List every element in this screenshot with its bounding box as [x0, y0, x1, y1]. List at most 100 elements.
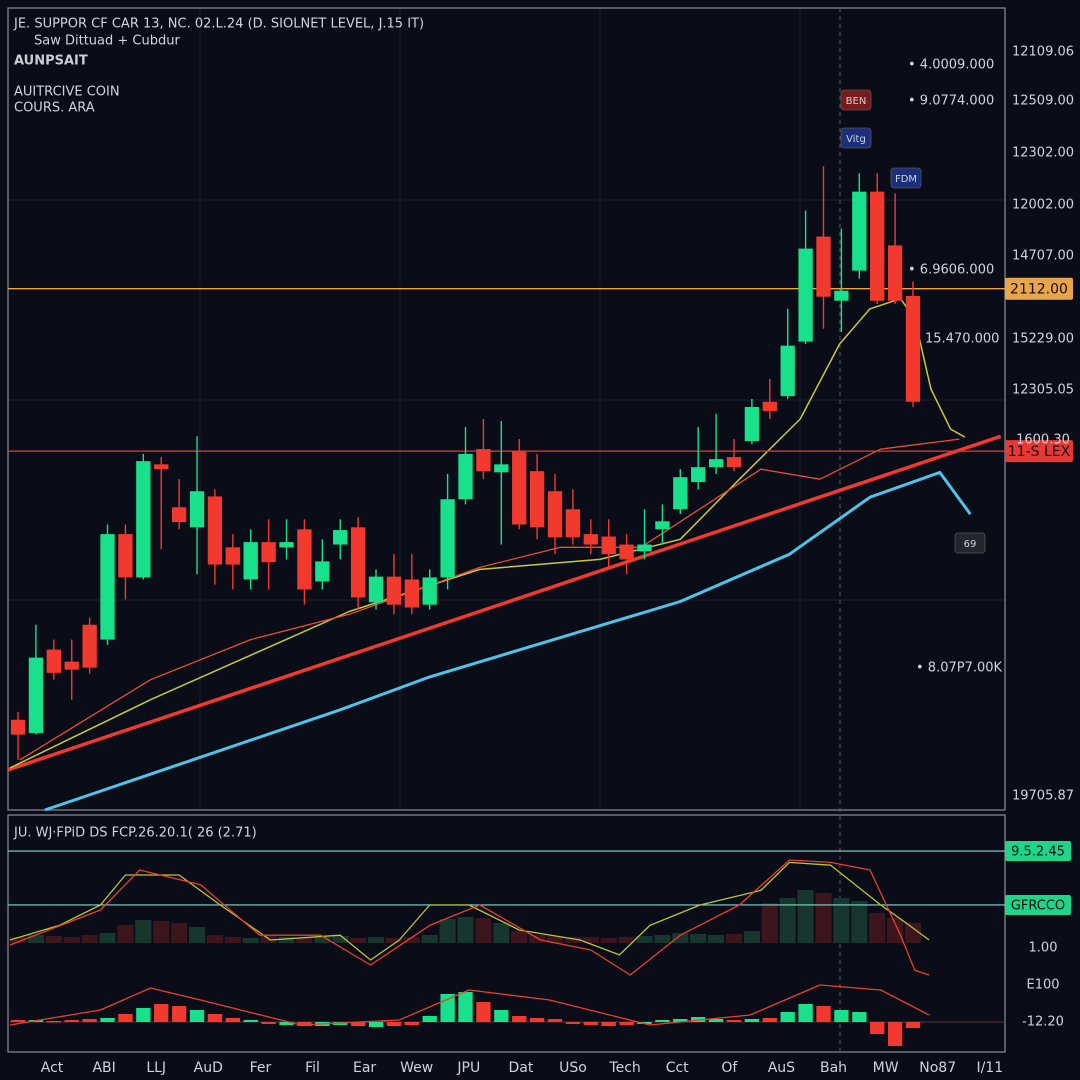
x-tick-label: JPU: [456, 1060, 480, 1076]
x-tick-label: Bah: [820, 1060, 847, 1076]
histogram-bar: [708, 1019, 724, 1022]
volume-bar: [851, 901, 868, 943]
histogram-bar: [529, 1018, 545, 1022]
volume-bar: [117, 925, 134, 943]
histogram-bar: [476, 1002, 491, 1022]
volume-bar: [887, 918, 904, 943]
histogram-bar: [619, 1022, 634, 1025]
histogram-bar: [207, 1014, 223, 1022]
candle-body: [100, 534, 115, 640]
inner-label: • 6.9606.000: [908, 263, 994, 278]
candle-body: [905, 295, 921, 402]
x-tick-label: ABI: [92, 1060, 115, 1076]
candle-body: [780, 345, 795, 397]
price-label: 12109.06: [1012, 45, 1074, 60]
histogram-bar: [10, 1020, 26, 1022]
candle-body: [655, 521, 670, 530]
x-tick-label: Dat: [508, 1060, 533, 1076]
marker: BEN: [846, 96, 867, 107]
candle-body: [834, 290, 849, 301]
candle-body: [547, 491, 563, 538]
histogram-bar: [82, 1019, 97, 1022]
histogram-bar: [601, 1022, 616, 1026]
x-tick-label: Wew: [400, 1060, 433, 1076]
volume-bar: [475, 918, 492, 943]
price-level-tag: [1005, 440, 1073, 463]
histogram-bar: [243, 1020, 258, 1022]
volume-bar: [582, 937, 599, 943]
volume-bar: [904, 923, 922, 943]
volume-bar: [332, 936, 349, 943]
marker: 69: [964, 539, 977, 550]
indicator-level-label: 9.5.2.45: [1011, 845, 1065, 860]
candle-body: [64, 661, 79, 670]
marker: FDM: [895, 174, 917, 185]
histogram-bar: [852, 1012, 867, 1022]
indicator-right-label: 1.00: [1029, 941, 1058, 956]
candle-body: [386, 576, 402, 605]
x-tick-label: Of: [721, 1060, 738, 1076]
x-tick-label: No87: [919, 1060, 956, 1076]
candle-body: [529, 471, 545, 528]
histogram-bar: [744, 1019, 760, 1022]
indicator-title: JU. WJ·FPiD DS FCP.26.20.1( 26 (2.71): [13, 826, 257, 841]
candle-body: [619, 544, 634, 560]
volume-bar: [439, 919, 456, 943]
price-label: 14707.00: [1012, 249, 1074, 264]
indicator-right-label: -12.20: [1022, 1015, 1064, 1030]
x-tick-label: Act: [41, 1060, 64, 1076]
candle-body: [154, 464, 169, 470]
subtitle: AUITRCIVE COIN: [14, 85, 120, 100]
candle-body: [207, 496, 223, 565]
price-label: 12509.00: [1012, 94, 1074, 109]
volume-bar: [296, 938, 313, 943]
histogram-bar: [350, 1022, 366, 1026]
histogram-bar: [798, 1004, 813, 1022]
histogram-bar: [386, 1022, 402, 1026]
volume-bar: [206, 935, 223, 943]
candle-body: [512, 451, 527, 525]
candle-body: [82, 624, 97, 668]
histogram-bar: [154, 1004, 169, 1022]
volume-bar: [421, 935, 438, 943]
candle-body: [404, 579, 419, 608]
marker-box: [840, 89, 872, 111]
histogram-bar: [673, 1019, 688, 1022]
volume-bar: [350, 938, 367, 943]
histogram-bar: [458, 992, 473, 1022]
histogram-bar: [136, 1008, 151, 1022]
volume-bar: [636, 936, 653, 943]
marker-box: [890, 167, 922, 189]
inner-label: 15.470.000: [925, 332, 999, 347]
indicator-line: [19, 438, 960, 761]
grid: [8, 8, 1005, 810]
indicator-level-tag: [1005, 894, 1071, 915]
volume-bar: [833, 898, 850, 943]
histogram-bar: [655, 1020, 670, 1022]
volume-bar: [529, 935, 546, 943]
candle-body: [28, 657, 44, 734]
histogram-bar: [816, 1006, 831, 1022]
candle-body: [422, 577, 437, 605]
inner-label: • 8.07P7.00K: [916, 661, 1003, 676]
chart-title: JE. SUPPOR CF CAR 13, NC. 02.L.24 (D. SI…: [13, 17, 424, 32]
candle-body: [887, 245, 903, 301]
price-level-label: 2112.00: [1010, 282, 1068, 298]
logo: AUNPSAIT: [14, 54, 88, 69]
volume-bar: [708, 935, 725, 943]
volume-bar: [618, 937, 635, 943]
indicator-right-label: E100: [1026, 978, 1059, 993]
oscillator-line: [9, 859, 930, 976]
histogram-bar: [297, 1022, 312, 1026]
candle-body: [583, 534, 598, 545]
x-tick-label: AuD: [194, 1060, 223, 1076]
x-tick-label: Tech: [608, 1060, 640, 1076]
volume-bar: [81, 935, 98, 943]
price-level-label: 11-S LEX: [1008, 444, 1071, 460]
candle-body: [46, 649, 61, 673]
volume-bar: [546, 936, 564, 943]
histogram-bar: [726, 1020, 742, 1022]
histogram-bar: [870, 1022, 885, 1034]
